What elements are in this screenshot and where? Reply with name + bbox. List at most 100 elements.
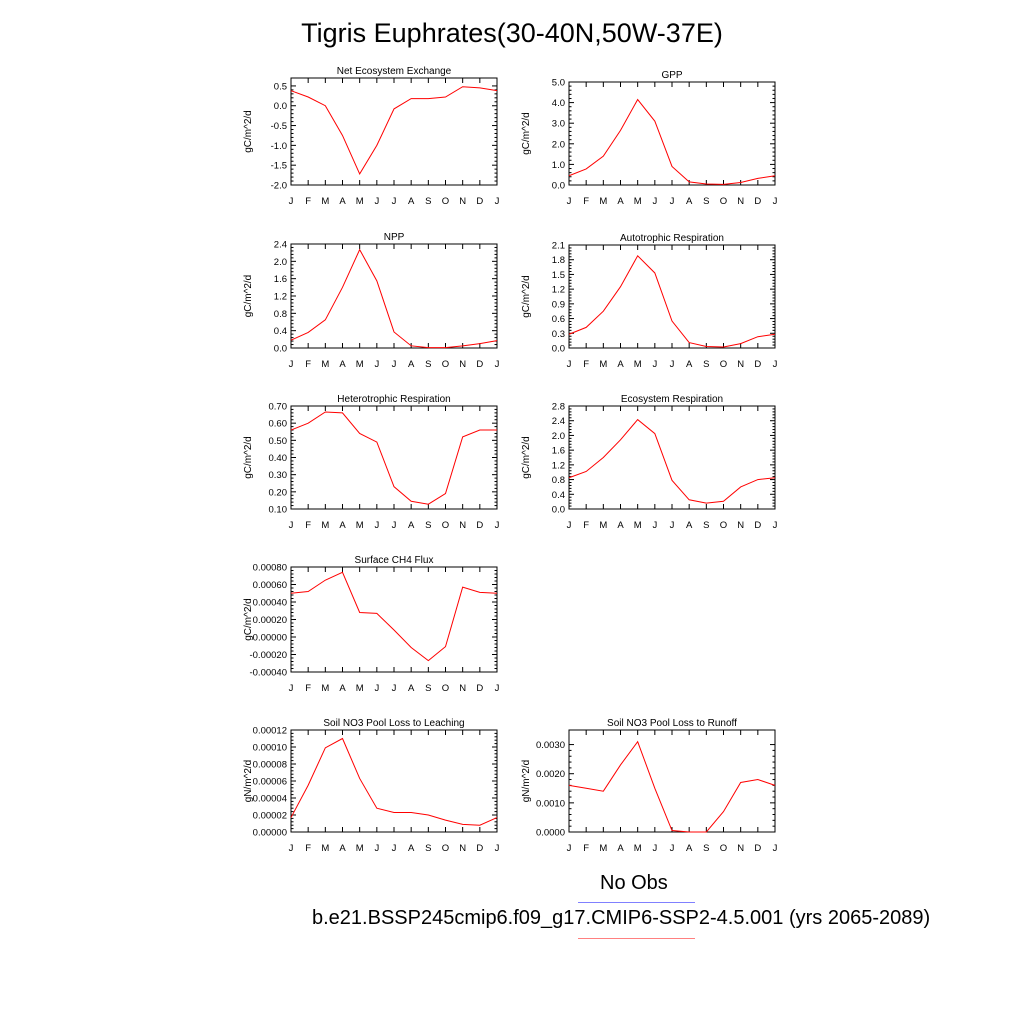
x-tick-label: N	[459, 520, 466, 531]
y-tick-label: 0.4	[274, 326, 287, 337]
x-tick-label: J	[392, 843, 397, 854]
x-tick-label: J	[773, 359, 778, 370]
x-tick-label: J	[670, 520, 675, 531]
y-tick-label: -2.0	[271, 181, 287, 192]
x-tick-label: M	[356, 683, 364, 694]
x-tick-label: M	[634, 196, 642, 207]
x-tick-label: D	[476, 359, 483, 370]
panel-title: Ecosystem Respiration	[621, 394, 723, 405]
series-line	[568, 418, 776, 504]
x-tick-label: N	[737, 196, 744, 207]
x-tick-label: D	[476, 520, 483, 531]
x-tick-label: J	[392, 196, 397, 207]
x-tick-label: A	[339, 359, 346, 370]
x-tick-label: F	[305, 196, 311, 207]
chart-panel-7: Surface CH4 Flux gC/m^2/d 0.00080 0.00060 0.…	[243, 555, 500, 694]
y-axis-label: gN/m^2/d	[243, 760, 254, 803]
x-tick-label: J	[567, 196, 572, 207]
x-tick-label: D	[476, 683, 483, 694]
series-line	[290, 571, 498, 662]
x-tick-label: J	[374, 520, 379, 531]
legend-obs-label: No Obs	[600, 872, 668, 894]
x-tick-label: A	[617, 520, 624, 531]
y-tick-label: 0.00000	[253, 633, 287, 644]
series-line	[568, 98, 776, 185]
panel-title: GPP	[661, 70, 682, 81]
x-tick-label: J	[374, 359, 379, 370]
plot-frame	[290, 729, 498, 833]
y-tick-label: 1.2	[552, 285, 565, 296]
y-tick-label: 0.0	[552, 505, 565, 516]
panel-title: Soil NO3 Pool Loss to Runoff	[607, 718, 737, 729]
y-axis-label: gC/m^2/d	[521, 275, 532, 318]
x-tick-label: A	[617, 196, 624, 207]
y-tick-label: 0.00008	[253, 760, 287, 771]
x-tick-label: F	[583, 520, 589, 531]
x-tick-label: F	[583, 359, 589, 370]
y-tick-label: 0.00020	[253, 615, 287, 626]
x-tick-label: S	[703, 843, 709, 854]
x-tick-label: J	[289, 359, 294, 370]
y-tick-label: 0.6	[552, 314, 565, 325]
chart-panel-5: Heterotrophic Respiration gC/m^2/d 0.70 0.6…	[243, 394, 500, 531]
chart-panel-4: Autotrophic Respiration gC/m^2/d 2.1 1.8 1.5…	[521, 233, 778, 370]
x-tick-label: M	[599, 520, 607, 531]
y-tick-label: 0.4	[552, 490, 565, 501]
x-tick-label: F	[583, 843, 589, 854]
x-tick-label: A	[686, 843, 693, 854]
plot-frame	[568, 244, 776, 349]
x-tick-label: N	[737, 520, 744, 531]
y-tick-label: -1.5	[271, 161, 287, 172]
x-tick-label: D	[476, 843, 483, 854]
y-tick-label: 0.00006	[253, 777, 287, 788]
x-tick-label: J	[652, 843, 657, 854]
y-axis-label: gC/m^2/d	[243, 275, 254, 318]
x-tick-label: O	[720, 196, 727, 207]
x-tick-label: M	[599, 843, 607, 854]
y-axis-label: gC/m^2/d	[243, 110, 254, 153]
x-tick-label: A	[686, 520, 693, 531]
x-tick-label: F	[305, 843, 311, 854]
x-tick-label: S	[425, 359, 431, 370]
y-tick-label: 0.60	[269, 419, 288, 430]
plot-frame	[568, 81, 776, 186]
y-tick-label: 0.8	[274, 309, 287, 320]
x-tick-label: O	[442, 520, 449, 531]
y-tick-label: 0.5	[274, 81, 287, 92]
plot-frame	[290, 405, 498, 510]
y-tick-label: 0.0	[552, 344, 565, 355]
x-tick-label: F	[305, 520, 311, 531]
x-tick-label: O	[442, 196, 449, 207]
y-axis-label: gC/m^2/d	[243, 598, 254, 641]
y-tick-label: 0.3	[552, 329, 565, 340]
y-tick-label: 2.4	[274, 240, 287, 251]
x-tick-label: S	[703, 196, 709, 207]
x-tick-label: J	[652, 359, 657, 370]
x-tick-label: F	[305, 683, 311, 694]
y-tick-label: 0.50	[269, 436, 288, 447]
x-tick-label: J	[495, 520, 500, 531]
y-tick-label: 0.00004	[253, 794, 287, 805]
x-tick-label: O	[720, 520, 727, 531]
x-tick-label: O	[720, 843, 727, 854]
x-tick-label: A	[408, 520, 415, 531]
x-tick-label: A	[408, 843, 415, 854]
legend-model-label: b.e21.BSSP245cmip6.f09_g17.CMIP6-SSP2-4.…	[312, 907, 931, 929]
x-tick-label: M	[634, 843, 642, 854]
x-tick-label: A	[408, 683, 415, 694]
x-tick-label: J	[652, 520, 657, 531]
y-tick-label: 0.00080	[253, 563, 287, 574]
y-tick-label: 0.0	[274, 101, 287, 112]
panel-title: Autotrophic Respiration	[620, 233, 724, 244]
y-tick-label: 0.8	[552, 475, 565, 486]
y-tick-label: 2.0	[274, 257, 287, 268]
x-tick-label: J	[495, 196, 500, 207]
plot-frame	[568, 405, 776, 510]
x-tick-label: S	[703, 520, 709, 531]
y-axis-label: gN/m^2/d	[521, 760, 532, 803]
y-tick-label: 5.0	[552, 78, 565, 89]
chart-panel-1: Net Ecosystem Exchange gC/m^2/d 0.5 0.0 -0.5…	[243, 66, 500, 207]
x-tick-label: S	[425, 843, 431, 854]
